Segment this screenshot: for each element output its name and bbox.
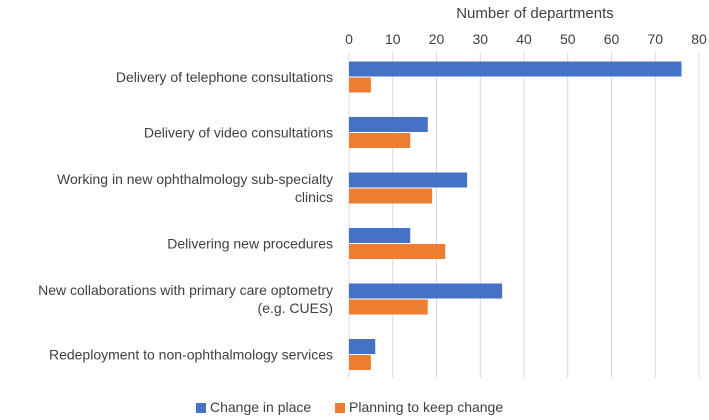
x-tick-label-10: 10 bbox=[385, 31, 401, 47]
legend-label-planning-to-keep-change: Planning to keep change bbox=[349, 399, 503, 415]
x-tick-label-20: 20 bbox=[429, 31, 445, 47]
category-labels: Delivery of telephone consultations Deliv… bbox=[38, 69, 333, 363]
category-label-2: Delivery of video consultations bbox=[144, 125, 333, 141]
bar-change-in-place-5 bbox=[349, 283, 503, 299]
legend-swatch-planning-to-keep-change bbox=[335, 403, 345, 413]
bar-planning-to-keep-change-4 bbox=[349, 244, 446, 259]
legend-label-change-in-place: Change in place bbox=[210, 399, 311, 415]
category-label-5: New collaborations with primary care opt… bbox=[38, 282, 333, 316]
x-tick-label-60: 60 bbox=[604, 31, 620, 47]
x-tick-label-0: 0 bbox=[345, 31, 353, 47]
bar-planning-to-keep-change-5 bbox=[349, 299, 428, 315]
bar-planning-to-keep-change-2 bbox=[349, 133, 411, 148]
bar-planning-to-keep-change-6 bbox=[349, 355, 371, 370]
bar-planning-to-keep-change-3 bbox=[349, 188, 433, 204]
gridlines bbox=[348, 52, 700, 378]
legend-swatch-change-in-place bbox=[196, 403, 206, 413]
category-label-4: Delivering new procedures bbox=[167, 236, 333, 252]
bar-change-in-place-2 bbox=[349, 117, 428, 132]
x-tick-label-40: 40 bbox=[516, 31, 532, 47]
x-tick-labels: 0 10 20 30 40 50 60 70 80 bbox=[345, 31, 707, 47]
x-tick-label-70: 70 bbox=[647, 31, 663, 47]
bar-change-in-place-1 bbox=[349, 61, 682, 77]
bar-change-in-place-6 bbox=[349, 339, 376, 354]
x-tick-label-50: 50 bbox=[560, 31, 576, 47]
x-tick-label-30: 30 bbox=[472, 31, 488, 47]
category-label-3: Working in new ophthalmology sub-special… bbox=[57, 171, 333, 205]
x-axis-title: Number of departments bbox=[456, 5, 614, 22]
legend: Change in place Planning to keep change bbox=[196, 399, 503, 415]
category-label-1: Delivery of telephone consultations bbox=[116, 69, 333, 85]
bar-planning-to-keep-change-1 bbox=[349, 77, 371, 93]
bars bbox=[349, 61, 682, 370]
x-tick-label-80: 80 bbox=[691, 31, 707, 47]
bar-change-in-place-4 bbox=[349, 228, 411, 243]
bar-change-in-place-3 bbox=[349, 172, 468, 188]
category-label-6: Redeployment to non-ophthalmology servic… bbox=[49, 347, 333, 363]
